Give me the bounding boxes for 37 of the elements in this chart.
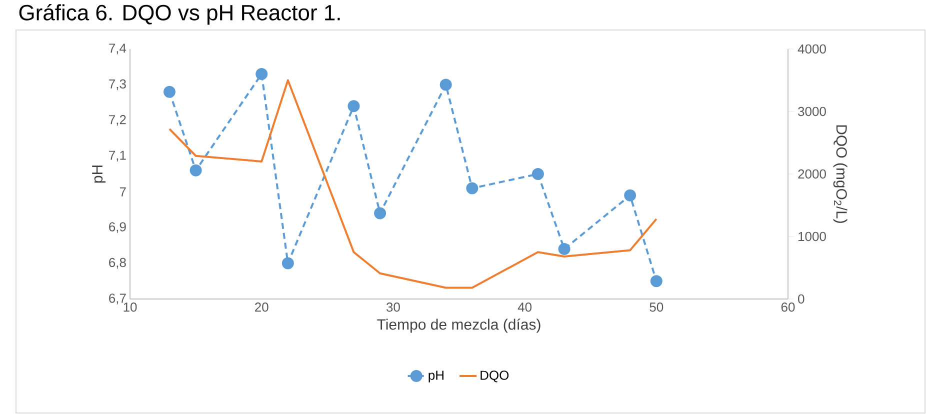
x-tick-label: 40 [518,302,532,312]
point [163,86,176,98]
legend-label: pH [428,370,444,382]
x-axis-title: Tiempo de mezcla (días) [377,318,540,333]
point [440,78,452,91]
y-tick-label: 7,2 [109,115,126,126]
point [190,164,202,176]
y2-tick-label: 3000 [798,106,826,116]
x-tick-label: 30 [386,302,400,312]
y-tick-label: 7,4 [109,44,126,54]
x-tick-label: 10 [124,302,137,312]
y-tick-label: 6,8 [109,258,126,269]
y-tick-label: 6,7 [109,294,126,304]
y-tick-label: 7 [120,187,126,196]
point [532,168,544,180]
legend-label: DQO [480,370,509,382]
point [348,100,360,112]
y2-axis-title: DQO (mgO$_{2}$/L) [833,125,848,223]
y-tick-label: 6,9 [109,222,126,233]
point [558,242,570,255]
y2-tick-label: 1000 [798,232,826,242]
y-tick-label: 7,3 [109,79,126,90]
y2-tick-label: 0 [798,294,804,304]
y-tick-label: 7,1 [109,150,126,162]
y2-tick-label: 4000 [798,44,826,54]
point [374,207,386,220]
point [624,189,636,202]
x-tick-label: 60 [781,302,795,312]
x-tick-label: 50 [650,302,664,312]
y-axis-title: pH [92,166,106,183]
chart-title: Gráfica 6. DQO vs pH Reactor 1. [19,4,340,25]
point [282,257,294,270]
point [466,182,478,194]
point [256,68,268,80]
x-tick-label: 20 [255,302,268,312]
y2-tick-label: 2000 [798,169,826,179]
point [650,275,662,288]
